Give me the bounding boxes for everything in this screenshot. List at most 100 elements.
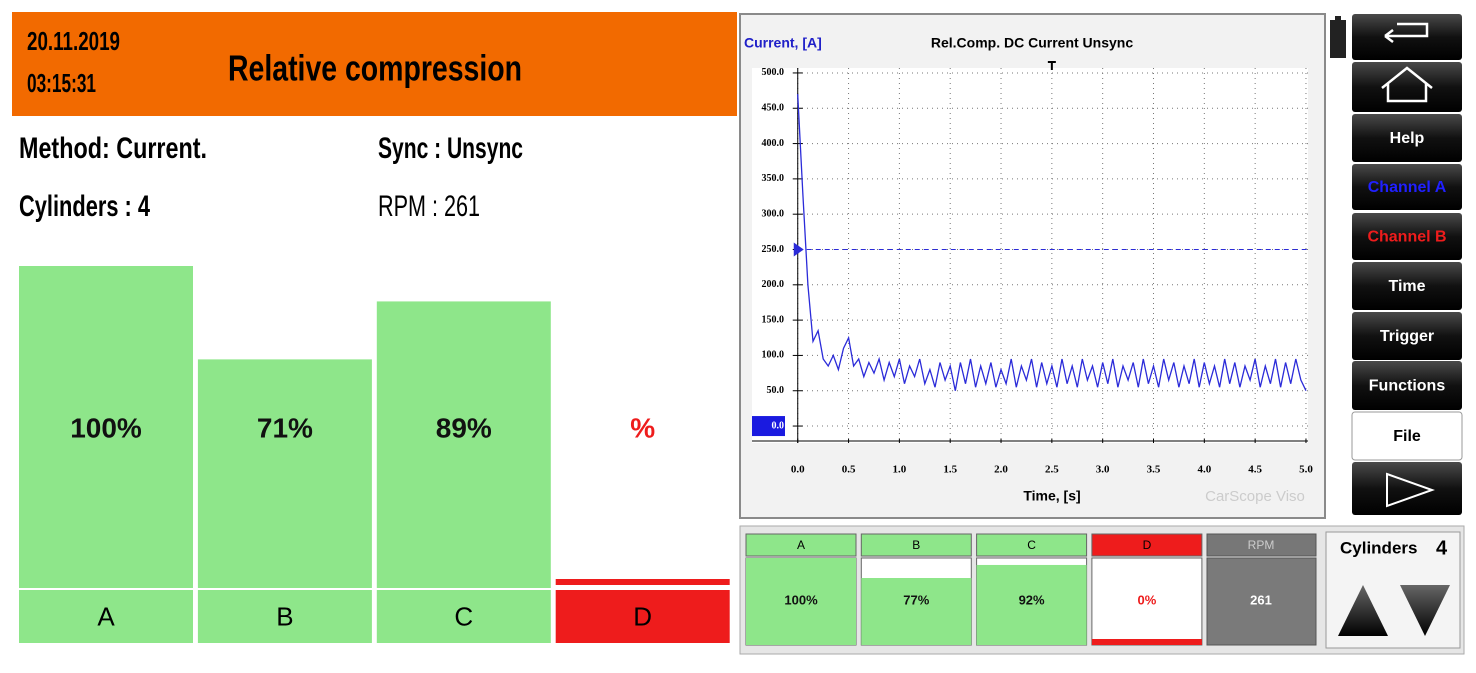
category-label: A <box>97 601 115 631</box>
y-tick-label: 200.0 <box>762 279 785 290</box>
cell-category: C <box>1027 538 1036 552</box>
menu-button[interactable] <box>1352 213 1462 260</box>
menu-button[interactable] <box>1352 312 1462 360</box>
bar <box>376 301 551 588</box>
menu-label: Channel B <box>1367 229 1446 246</box>
bar <box>197 359 372 588</box>
y-tick-label: 400.0 <box>762 138 785 149</box>
category-label: C <box>454 601 473 631</box>
cell-category: A <box>797 538 805 552</box>
value-label: 0% <box>1138 592 1157 607</box>
menu-label: Time <box>1388 278 1425 295</box>
menu-button[interactable] <box>1352 361 1462 410</box>
x-tick-label: 0.5 <box>842 464 856 476</box>
time: 03:15:31 <box>27 68 96 98</box>
date: 20.11.2019 <box>27 26 120 56</box>
bar <box>746 558 856 645</box>
category-cell <box>197 590 372 643</box>
rpm-info: RPM : 261 <box>378 190 480 223</box>
chart-title: Rel.Comp. DC Current Unsync <box>931 35 1133 51</box>
header-bar <box>12 12 737 116</box>
button-bg <box>1352 62 1462 112</box>
bar <box>19 266 193 588</box>
rpm-header <box>1206 533 1317 557</box>
value-label: 100% <box>70 412 142 443</box>
y-tick-label: 50.0 <box>767 385 785 396</box>
channel-zero-marker <box>752 416 785 437</box>
cell-header <box>976 533 1088 557</box>
cell-header <box>745 533 857 557</box>
value-label: 71% <box>257 412 313 443</box>
menu-label: Trigger <box>1380 328 1434 345</box>
y-axis-label: Current, [A] <box>744 35 822 51</box>
x-tick-label: 4.5 <box>1248 464 1262 476</box>
y-tick-label: 0.0 <box>772 420 785 431</box>
next-button[interactable] <box>1352 462 1462 515</box>
trigger-time-marker <box>1047 61 1056 70</box>
cell-category: B <box>912 538 920 552</box>
battery-icon <box>1330 20 1346 58</box>
empty-marker <box>1091 639 1202 645</box>
battery-tip <box>1335 16 1341 20</box>
menu-button[interactable] <box>1352 262 1462 310</box>
y-tick-label: 300.0 <box>762 208 785 219</box>
empty-marker <box>555 579 730 585</box>
page-title: Relative compression <box>228 48 522 89</box>
cylinders-label: Cylinders <box>1340 538 1417 557</box>
y-tick-label: 150.0 <box>762 314 785 325</box>
home-icon <box>1381 66 1433 103</box>
x-tick-label: 3.0 <box>1096 464 1110 476</box>
x-tick-label: 5.0 <box>1299 464 1313 476</box>
category-cell <box>19 590 193 643</box>
y-tick-label: 450.0 <box>762 103 785 114</box>
category-cell <box>555 590 730 643</box>
plot-area <box>752 68 1308 443</box>
home-button[interactable] <box>1352 62 1462 112</box>
next-icon <box>1386 472 1435 508</box>
menu-button[interactable] <box>1351 411 1463 461</box>
bar <box>976 564 1087 645</box>
watermark: CarScope Viso <box>1205 488 1305 505</box>
button-bg <box>1352 462 1462 515</box>
method: Method: Current. <box>19 132 207 165</box>
cylinders-down[interactable] <box>1400 585 1450 636</box>
cell-header <box>1091 533 1203 557</box>
y-tick-label: 250.0 <box>762 244 785 255</box>
menu-label: Help <box>1390 130 1425 147</box>
value-label: % <box>630 412 655 443</box>
cell-category: D <box>1143 538 1152 552</box>
y-tick-label: 100.0 <box>762 350 785 361</box>
trigger-level-marker <box>793 242 804 257</box>
category-label: D <box>633 601 652 631</box>
signal-line <box>797 94 1307 391</box>
value-label: 100% <box>784 592 818 607</box>
y-tick-label: 350.0 <box>762 173 785 184</box>
value-label: 92% <box>1019 592 1045 607</box>
rpm-body <box>1206 557 1317 646</box>
x-tick-label: 1.5 <box>943 464 957 476</box>
menu-button[interactable] <box>1352 114 1462 162</box>
menu-label: Channel A <box>1368 179 1447 196</box>
category-cell <box>376 590 551 643</box>
rpm-value: 261 <box>1250 592 1272 607</box>
cylinders-up[interactable] <box>1338 585 1388 636</box>
y-tick-label: 500.0 <box>762 67 785 78</box>
x-tick-label: 4.0 <box>1197 464 1211 476</box>
cell-body <box>1091 557 1203 646</box>
cell-header <box>860 533 972 557</box>
menu-button[interactable] <box>1352 164 1462 210</box>
back-icon <box>1384 22 1429 43</box>
cylinders-info: Cylinders : 4 <box>19 190 150 223</box>
back-button[interactable] <box>1352 14 1462 60</box>
menu-label: Functions <box>1369 378 1446 395</box>
value-label: 89% <box>436 412 492 443</box>
rpm-label: RPM <box>1248 538 1275 552</box>
x-tick-label: 0.0 <box>791 464 805 476</box>
sync: Sync : Unsync <box>378 132 523 165</box>
x-tick-label: 2.5 <box>1045 464 1059 476</box>
x-tick-label: 1.0 <box>893 464 907 476</box>
category-label: B <box>276 601 293 631</box>
menu-label: File <box>1393 428 1421 445</box>
value-label: 77% <box>903 592 929 607</box>
